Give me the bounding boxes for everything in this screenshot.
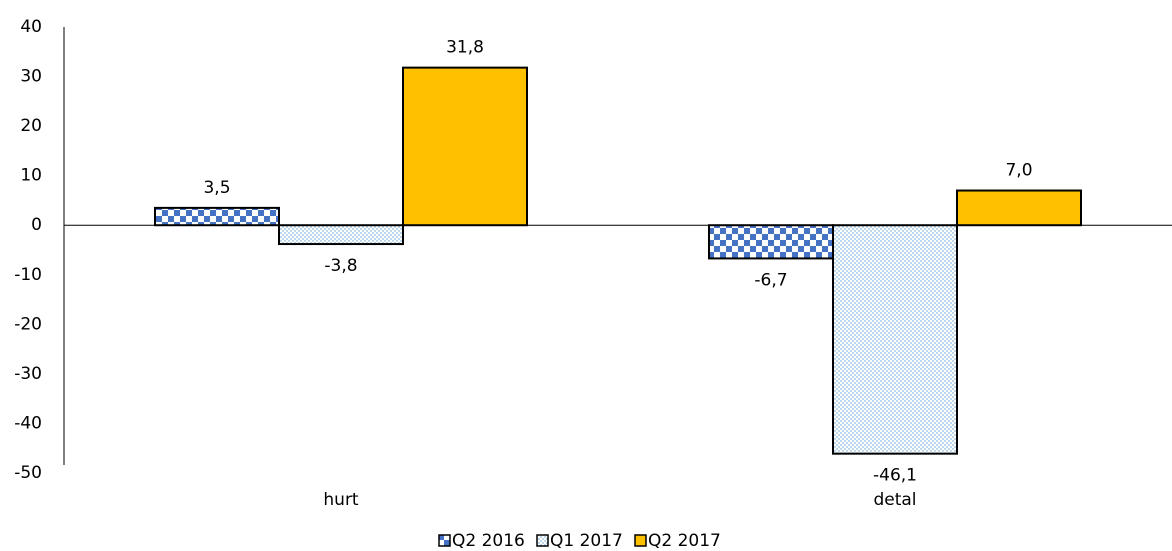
- legend-swatch: [536, 534, 549, 547]
- x-tick-label: detal: [873, 490, 916, 510]
- value-label: -3,8: [324, 256, 357, 276]
- y-tick-label: -30: [14, 364, 42, 384]
- value-label: 3,5: [203, 178, 230, 198]
- bar: [708, 224, 834, 260]
- legend-label: Q2 2017: [648, 531, 721, 551]
- y-tick-label: 20: [20, 116, 42, 136]
- y-tick-label: 40: [20, 17, 42, 37]
- y-tick-label: 10: [20, 166, 42, 186]
- y-tick-label: -10: [14, 265, 42, 285]
- bar: [832, 224, 958, 455]
- bar: [278, 224, 404, 246]
- y-tick-label: 30: [20, 67, 42, 87]
- y-tick-label: -20: [14, 314, 42, 334]
- y-tick-label: -40: [14, 413, 42, 433]
- value-label: -6,7: [754, 270, 787, 290]
- bar: [956, 189, 1082, 227]
- y-tick-label: 0: [31, 215, 42, 235]
- value-label: 31,8: [446, 38, 484, 58]
- legend-label: Q2 2016: [452, 531, 525, 551]
- legend-label: Q1 2017: [550, 531, 623, 551]
- y-tick-label: -50: [14, 463, 42, 483]
- value-label: 7,0: [1005, 161, 1032, 181]
- x-tick-label: hurt: [323, 490, 359, 510]
- bar: [402, 66, 528, 227]
- value-label: -46,1: [873, 466, 917, 486]
- legend-swatch: [438, 534, 451, 547]
- bar: [154, 206, 280, 227]
- legend-swatch: [634, 534, 647, 547]
